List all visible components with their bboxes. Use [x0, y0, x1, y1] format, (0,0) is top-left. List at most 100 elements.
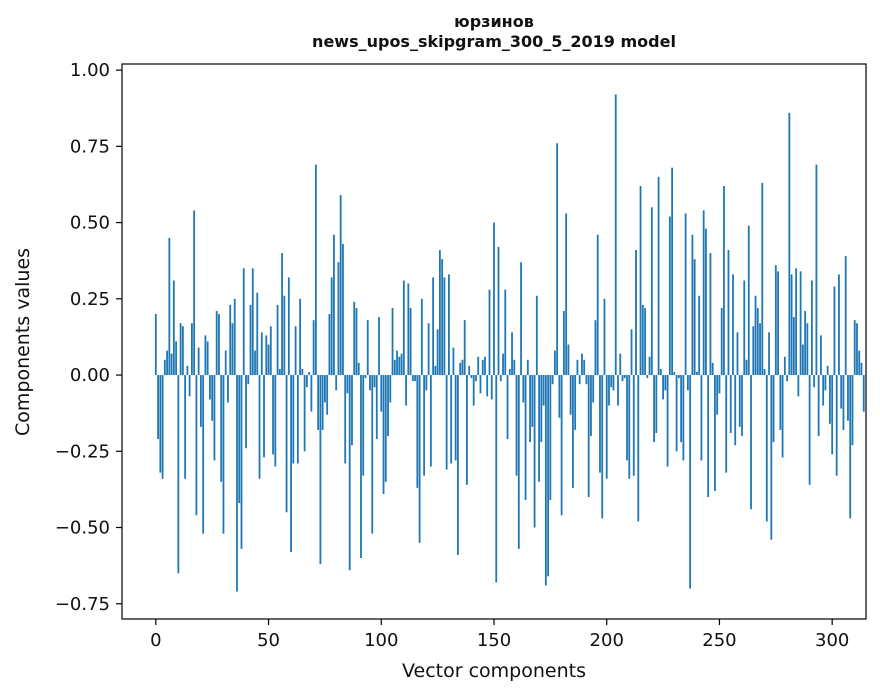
bar-81: [337, 262, 340, 376]
bar-52: [272, 375, 274, 455]
bar-41: [247, 375, 250, 385]
bar-11: [179, 323, 182, 376]
bar-196: [596, 234, 599, 376]
bar-235: [684, 213, 687, 376]
bar-211: [630, 329, 633, 376]
bar-22: [204, 335, 207, 376]
bar-104: [389, 375, 392, 403]
bar-57: [283, 295, 286, 376]
bar-15: [188, 375, 191, 397]
bar-119: [423, 375, 426, 476]
bar-122: [429, 375, 432, 467]
bar-228: [668, 216, 671, 376]
bar-313: [860, 362, 863, 376]
bar-9: [175, 341, 178, 376]
bar-299: [829, 375, 831, 424]
bar-185: [572, 375, 574, 488]
bar-12: [181, 326, 184, 376]
bar-158: [511, 332, 513, 376]
bar-252: [723, 185, 725, 376]
bar-98: [375, 375, 378, 440]
bar-10: [177, 375, 180, 574]
bar-33: [229, 304, 232, 376]
bar-171: [540, 375, 543, 443]
bar-220: [650, 207, 653, 376]
bar-23: [206, 341, 209, 376]
bar-42: [249, 304, 252, 376]
bar-238: [691, 234, 694, 376]
bar-75: [324, 375, 326, 403]
bar-179: [558, 375, 561, 418]
bar-157: [508, 368, 511, 376]
bar-296: [822, 375, 825, 406]
bar-292: [813, 375, 816, 388]
bar-173: [544, 375, 547, 586]
bar-45: [256, 292, 259, 376]
bar-153: [499, 375, 502, 382]
bar-250: [718, 375, 721, 394]
bar-85: [346, 375, 349, 394]
x-tick-label: 100: [364, 630, 398, 651]
bar-266: [754, 295, 757, 376]
bar-304: [840, 375, 843, 409]
bar-132: [452, 347, 455, 376]
bar-55: [278, 368, 281, 376]
bar-58: [285, 375, 288, 513]
bar-286: [799, 271, 802, 376]
bar-206: [619, 353, 622, 376]
bar-222: [655, 375, 658, 433]
bar-120: [425, 375, 428, 391]
bar-283: [792, 317, 795, 376]
bar-90: [357, 362, 360, 376]
bar-270: [763, 368, 766, 376]
bar-239: [693, 259, 696, 376]
bar-31: [224, 350, 227, 376]
y-tick-label: 0.75: [70, 136, 110, 157]
bar-35: [233, 298, 236, 376]
bar-65: [301, 368, 304, 376]
bar-203: [612, 375, 615, 391]
bar-95: [369, 375, 371, 391]
bar-306: [844, 256, 847, 376]
bar-117: [418, 375, 421, 543]
bar-51: [269, 326, 272, 376]
bar-265: [752, 326, 755, 376]
bar-192: [587, 375, 590, 498]
bar-77: [328, 314, 331, 376]
bar-125: [436, 329, 439, 376]
bar-110: [402, 280, 405, 376]
bar-140: [470, 375, 473, 379]
bar-108: [398, 356, 401, 376]
bar-102: [384, 375, 387, 482]
bar-126: [438, 250, 441, 376]
bar-100: [380, 375, 383, 412]
bar-303: [838, 274, 840, 376]
bar-154: [502, 353, 504, 376]
bar-24: [209, 375, 211, 400]
bar-236: [686, 375, 689, 391]
bar-269: [761, 182, 764, 376]
bar-234: [682, 375, 685, 461]
bar-241: [698, 295, 701, 376]
bar-225: [662, 375, 664, 400]
bar-255: [729, 375, 732, 433]
bar-197: [599, 375, 601, 473]
bar-248: [714, 375, 716, 491]
bar-208: [623, 375, 626, 379]
bar-68: [308, 371, 311, 376]
bar-62: [294, 326, 297, 376]
bar-284: [795, 268, 798, 376]
bar-18: [195, 375, 198, 516]
bar-249: [716, 375, 719, 415]
bar-264: [750, 375, 752, 510]
bar-214: [637, 375, 640, 522]
bar-272: [768, 332, 770, 376]
bar-36: [236, 375, 238, 592]
bar-261: [743, 280, 746, 376]
bar-64: [299, 298, 302, 376]
bar-217: [644, 307, 646, 376]
bar-50: [267, 344, 270, 376]
bar-56: [281, 253, 283, 376]
bar-218: [646, 375, 649, 379]
